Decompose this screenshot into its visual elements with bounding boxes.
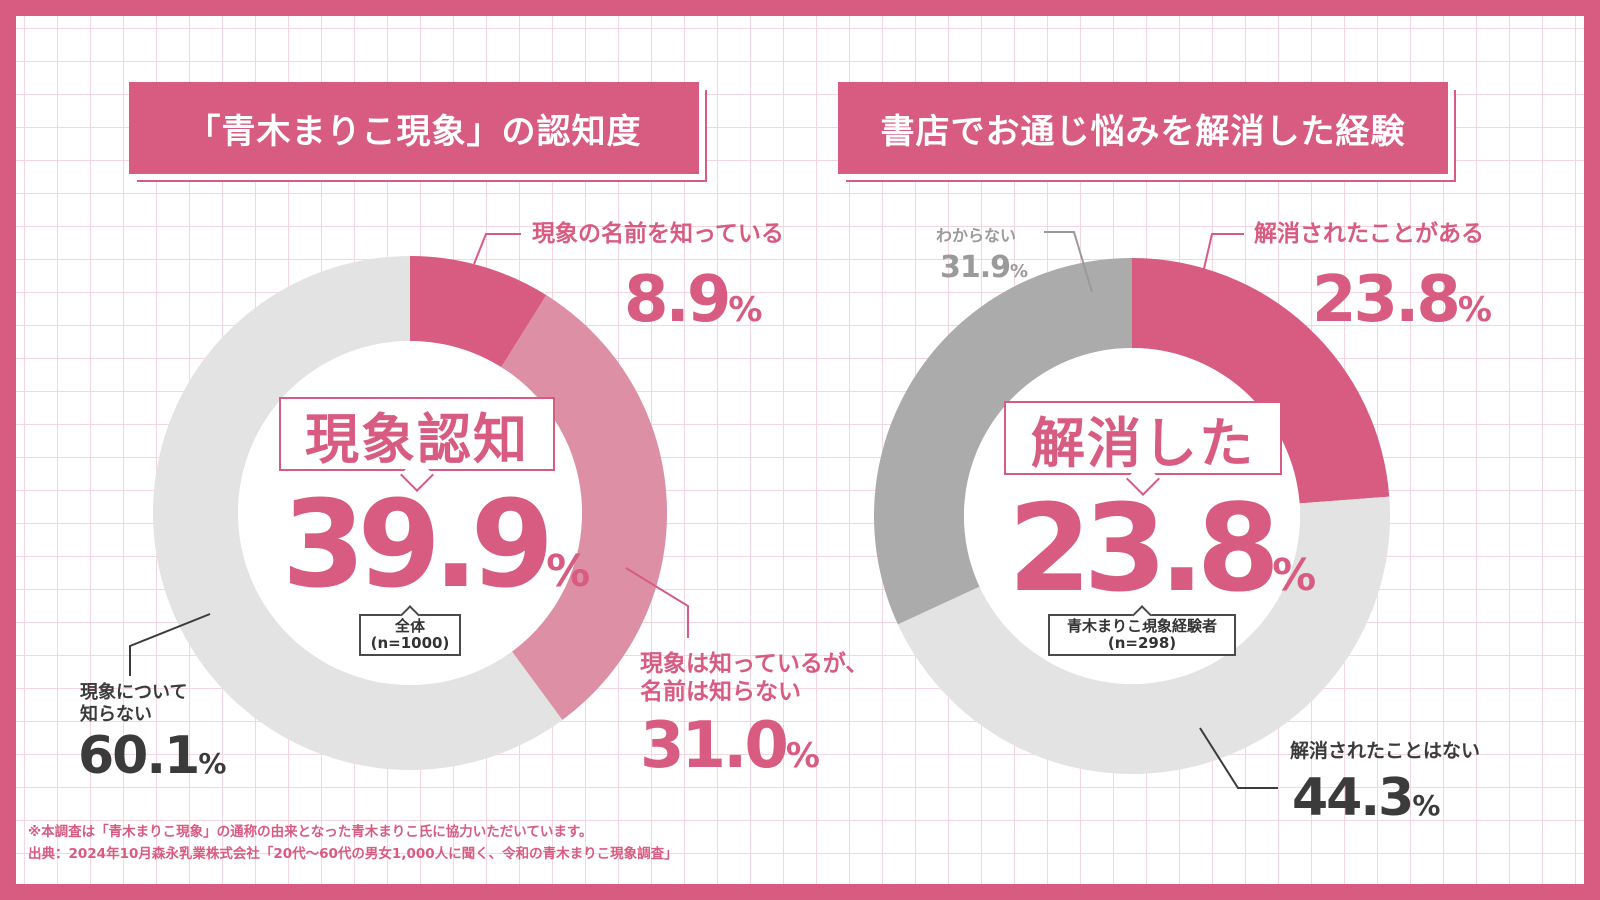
footnote-source: 出典：2024年10月森永乳業株式会社「20代〜60代の男女1,000人に聞く、… xyxy=(28,846,678,862)
right-center-value: 23.8% xyxy=(1008,480,1317,619)
right-slice1-value: 23.8% xyxy=(1312,263,1492,337)
right-slice-3 xyxy=(874,258,1132,625)
right-slice3-label: わからない xyxy=(936,226,1017,245)
left-chart-title: 「青木まりこ現象」の認知度 xyxy=(129,82,699,174)
left-slice-1 xyxy=(410,256,547,368)
left-slice2-label: 現象は知っているが、 名前は知らない xyxy=(640,651,869,705)
right-center-label: 解消した xyxy=(1004,401,1282,496)
left-slice3-value: 60.1% xyxy=(78,726,227,786)
left-base-note: 全体 (n=1000) xyxy=(359,605,461,656)
leader-left-slice1 xyxy=(473,233,521,265)
left-center-label: 現象認知 xyxy=(279,397,555,492)
left-slice3-label: 現象について 知らない xyxy=(80,682,188,725)
right-slice2-label: 解消されたことはない xyxy=(1290,740,1481,762)
right-slice3-value: 31.9% xyxy=(940,250,1029,285)
leader-lines xyxy=(129,231,1278,789)
infographic-canvas: 「青木まりこ現象」の認知度 現象の名前を知っている 8.9% 現象は知っているが… xyxy=(16,16,1584,884)
left-slice2-value: 31.0% xyxy=(640,709,820,783)
leader-left-slice3 xyxy=(129,613,211,676)
left-slice1-label: 現象の名前を知っている xyxy=(532,221,784,247)
right-chart-title: 書店でお通じ悩みを解消した経験 xyxy=(838,82,1448,174)
right-slice-2 xyxy=(897,496,1390,774)
left-slice-3 xyxy=(153,256,563,771)
leader-right-slice3 xyxy=(1044,231,1093,293)
leader-right-slice2 xyxy=(1199,727,1278,789)
right-base-note: 青木まりこ現象経験者 (n=298) xyxy=(1048,605,1236,656)
footnote-note: ※本調査は「青木まりこ現象」の通称の由来となった青木まりこ氏に協力いただいていま… xyxy=(28,824,593,840)
left-slice1-value: 8.9% xyxy=(624,263,763,337)
right-slice1-label: 解消されたことがある xyxy=(1254,221,1484,247)
right-slice2-value: 44.3% xyxy=(1292,768,1441,828)
leader-right-slice1 xyxy=(1199,233,1244,287)
right-slice-1 xyxy=(1132,258,1390,504)
left-center-value: 39.9% xyxy=(282,476,591,615)
leader-left-slice2 xyxy=(625,567,689,638)
